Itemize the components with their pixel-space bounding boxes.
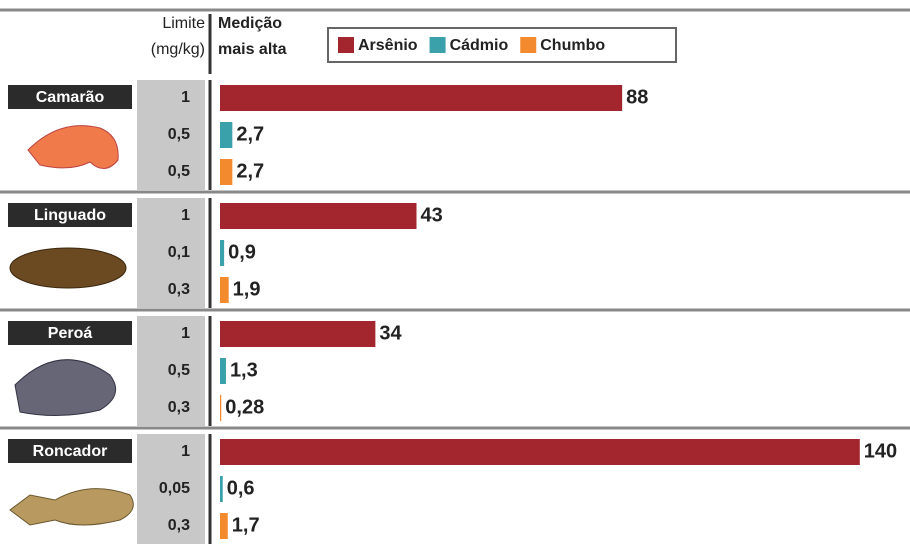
flounder-icon xyxy=(10,248,126,288)
legend-label: Cádmio xyxy=(450,37,509,54)
value-label: 140 xyxy=(864,440,897,462)
limit-label: 0,3 xyxy=(168,517,190,534)
shrimp-icon xyxy=(28,126,118,169)
group-name: Peroá xyxy=(48,325,93,342)
legend-swatch xyxy=(338,37,354,53)
bar xyxy=(220,358,226,384)
legend-label: Arsênio xyxy=(358,37,418,54)
value-label: 34 xyxy=(379,322,402,344)
limit-unit: (mg/kg) xyxy=(151,41,205,58)
bar xyxy=(220,122,232,148)
triggerfish-icon xyxy=(15,360,116,416)
bar xyxy=(220,476,223,502)
limit-label: 1 xyxy=(181,89,190,106)
value-label: 88 xyxy=(626,86,648,108)
group-name: Linguado xyxy=(34,207,106,224)
limit-label: 1 xyxy=(181,207,190,224)
legend-swatch xyxy=(520,37,536,53)
value-label: 1,3 xyxy=(230,359,258,381)
value-label: 2,7 xyxy=(236,123,264,145)
limit-label: 0,3 xyxy=(168,399,190,416)
bar xyxy=(220,277,229,303)
limit-label: 0,5 xyxy=(168,362,190,379)
group-name: Roncador xyxy=(33,443,108,460)
value-label: 43 xyxy=(421,204,443,226)
croaker-icon xyxy=(10,489,133,525)
value-label: 0,9 xyxy=(228,241,256,263)
value-label: 0,28 xyxy=(225,396,264,418)
bar xyxy=(220,203,417,229)
chart: Limite (mg/kg) Medição mais alta Arsênio… xyxy=(0,0,910,552)
limit-label: 1 xyxy=(181,443,190,460)
limit-label: 0,5 xyxy=(168,126,190,143)
limit-label: 0,05 xyxy=(159,480,190,497)
bar xyxy=(220,439,860,465)
limit-title: Limite xyxy=(162,15,205,32)
value-label: 0,6 xyxy=(227,477,255,499)
limit-label: 0,1 xyxy=(168,244,190,261)
measure-title: Medição xyxy=(218,15,282,32)
bar xyxy=(220,159,232,185)
limit-label: 0,5 xyxy=(168,163,190,180)
limit-label: 0,3 xyxy=(168,281,190,298)
legend-swatch xyxy=(430,37,446,53)
legend-label: Chumbo xyxy=(540,37,605,54)
limit-label: 1 xyxy=(181,325,190,342)
value-label: 1,9 xyxy=(233,278,261,300)
bar xyxy=(220,321,375,347)
bar xyxy=(220,513,228,539)
value-label: 2,7 xyxy=(236,160,264,182)
bar xyxy=(220,240,224,266)
bar xyxy=(220,85,622,111)
value-label: 1,7 xyxy=(232,514,260,536)
measure-subtitle: mais alta xyxy=(218,41,287,58)
bar xyxy=(220,395,221,421)
group-name: Camarão xyxy=(36,89,105,106)
